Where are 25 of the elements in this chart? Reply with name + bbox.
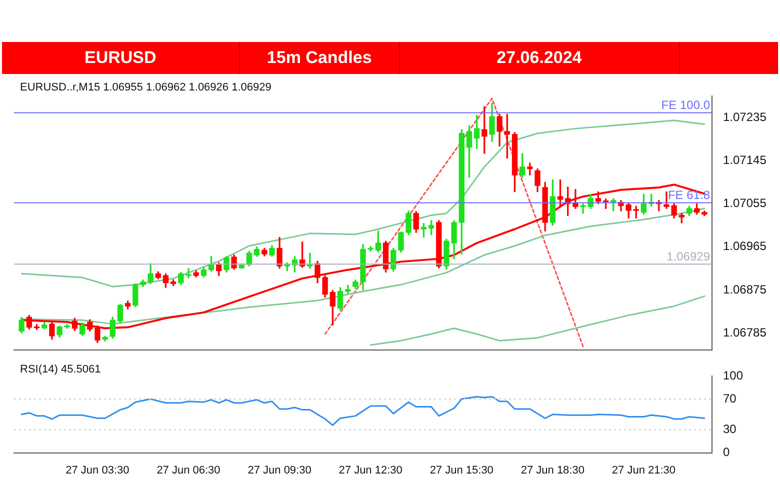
y-tick-label: 100 bbox=[723, 368, 744, 382]
ref-line-label: FE 100.0 bbox=[661, 98, 710, 112]
chart-title: EURUSD bbox=[2, 42, 240, 74]
chart-title: RSI(14) 45.5061 bbox=[20, 364, 101, 376]
y-tick-label: 1.06785 bbox=[723, 325, 767, 340]
x-tick-label: 27 Jun 03:30 bbox=[66, 464, 130, 476]
x-tick-label: 27 Jun 06:30 bbox=[156, 464, 220, 476]
y-tick-label: 70 bbox=[723, 391, 737, 406]
ref-line-label: FE 61.8 bbox=[668, 188, 710, 202]
y-tick-label: 1.06875 bbox=[723, 282, 767, 296]
y-tick-label: 1.07235 bbox=[723, 110, 767, 124]
y-tick-label: 0 bbox=[723, 445, 730, 460]
y-tick-label: 1.07055 bbox=[723, 196, 767, 210]
x-tick-label: 27 Jun 12:30 bbox=[338, 464, 402, 476]
x-tick-label: 27 Jun 09:30 bbox=[248, 464, 312, 476]
x-tick-label: 27 Jun 21:30 bbox=[612, 464, 676, 476]
text: EURUSD..r,M15 1.06955 1.06962 1.06926 1.06929 bbox=[20, 82, 272, 94]
y-tick-label: 1.07145 bbox=[723, 152, 767, 167]
text: 27.06.2024 bbox=[400, 42, 680, 74]
x-tick-label: 27 Jun 15:30 bbox=[430, 464, 494, 476]
ref-line-label: 1.06929 bbox=[666, 249, 710, 264]
y-tick-label: 1.06965 bbox=[723, 239, 767, 254]
chart-subtitle: 15m Candles bbox=[240, 42, 400, 74]
y-tick-label: 30 bbox=[723, 422, 737, 436]
x-tick-label: 27 Jun 18:30 bbox=[520, 464, 584, 476]
